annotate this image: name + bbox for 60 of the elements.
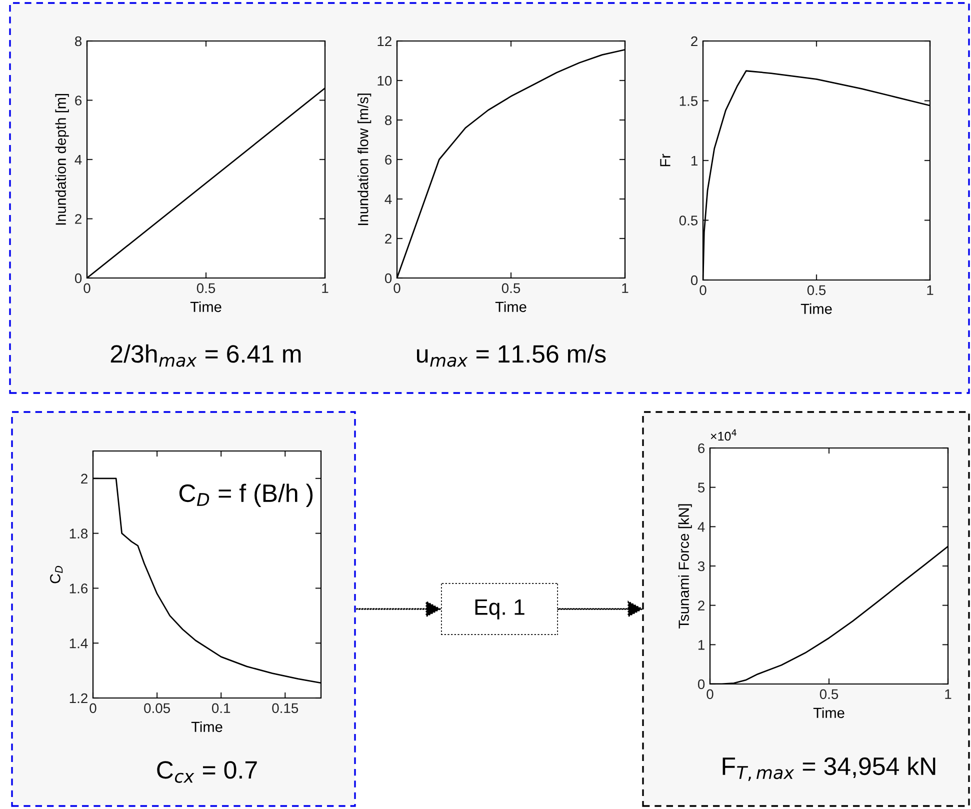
x-axis-title: Time: [190, 301, 222, 312]
x-tick-label: 1: [622, 283, 628, 293]
y-axis-title: Fr: [660, 154, 670, 166]
y-tick-label: 1.6: [70, 584, 88, 594]
y-tick-label: 0: [698, 679, 705, 690]
text: 2/3h$_{max}$ = 6.41 m: [110, 344, 301, 367]
y-tick-label: 4: [74, 154, 82, 165]
y-tick-label: 5: [698, 482, 705, 493]
x-tick-label: 1: [322, 283, 328, 293]
x-tick-label: 0: [706, 689, 714, 700]
y-tick-label: 12: [378, 36, 392, 46]
y-tick-label: 1: [698, 640, 704, 650]
y-axis-title: Inundation depth [m]: [55, 94, 69, 225]
y-tick-label: 0: [690, 275, 698, 286]
x-axis-title: Time: [813, 707, 844, 718]
x-tick-label: 0.5: [807, 285, 826, 296]
y-axis-title: Inundation flow [m/s]: [358, 94, 372, 226]
annotation: C$_{D}$ = f (B/h ): [179, 484, 313, 508]
y-tick-label: 2: [691, 36, 698, 46]
y-tick-label: 8: [385, 115, 392, 126]
x-tick-label: 0: [394, 283, 400, 294]
x-tick-label: 1: [927, 285, 934, 295]
x-tick-label: 0.1: [212, 703, 230, 714]
x-tick-label: 0: [90, 703, 96, 714]
y-tick-label: 2: [385, 234, 392, 244]
y-tick-label: 2: [75, 214, 82, 224]
x-axis-title: Time: [191, 721, 222, 732]
x-tick-label: 0.15: [272, 703, 298, 714]
y-tick-label: 3: [698, 561, 705, 572]
y-tick-label: 1.2: [70, 693, 88, 704]
x-tick-label: 0.5: [820, 689, 838, 700]
y-tick-label: 4: [698, 522, 705, 532]
y-tick-label: 2: [81, 474, 88, 484]
y-tick-label: 0: [384, 273, 392, 284]
y-tick-label: 6: [385, 154, 392, 165]
y-tick-label: 4: [384, 194, 392, 204]
text: C$_{cx}$ = 0.7: [157, 761, 257, 783]
y-axis-title: Tsunami Force [kN]: [678, 504, 692, 628]
y-axis-title: C$_{D}$: [50, 566, 63, 584]
x-tick-label: 0.5: [196, 283, 216, 294]
y-tick-label: 1.5: [680, 96, 698, 106]
y-tick-label: 0: [74, 273, 82, 284]
x-axis-title: Time: [495, 301, 526, 312]
y-tick-label: 0.5: [679, 216, 698, 226]
x-tick-label: 0.5: [502, 283, 520, 294]
text: Eq. 1: [475, 599, 524, 620]
y-tick-label: 10: [378, 76, 392, 86]
x-tick-label: 1: [945, 689, 952, 699]
text: u$_{max}$ = 11.56 m/s: [417, 344, 606, 367]
x-axis-title: Time: [800, 303, 832, 314]
y-tick-label: 6: [698, 443, 705, 454]
text: F$_{T,max}$ = 34,954 kN: [722, 756, 936, 781]
y-tick-label: 6: [75, 96, 82, 106]
y-tick-label: 2: [698, 600, 704, 610]
y-tick-label: 1.4: [70, 638, 88, 648]
y-tick-label: 8: [75, 36, 82, 46]
y-tick-label: 1: [691, 156, 698, 166]
x-tick-label: 0.05: [144, 703, 170, 714]
y-tick-label: 1.8: [70, 528, 88, 539]
text: ×10$^{4}$: [710, 429, 736, 441]
